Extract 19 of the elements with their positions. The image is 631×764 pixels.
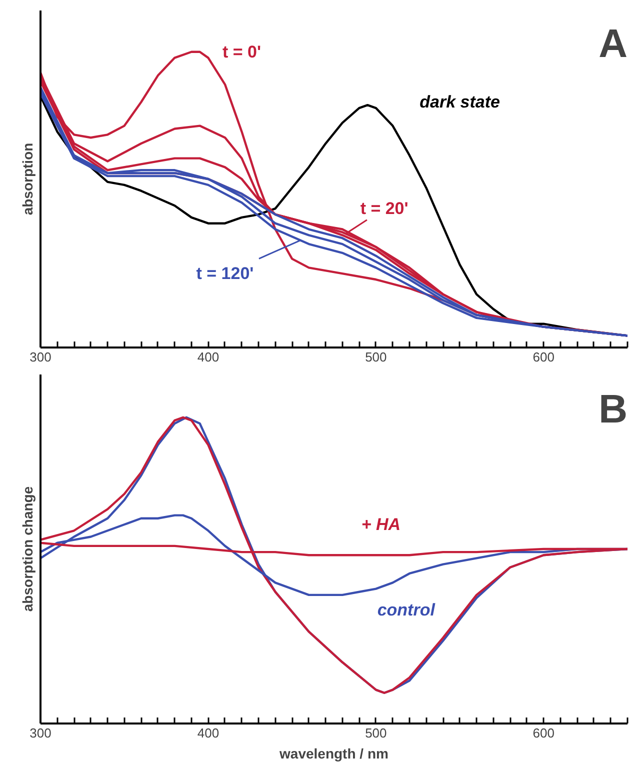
- series-label: control: [377, 600, 436, 620]
- x-tick-label: 600: [532, 350, 554, 364]
- annotation: B: [598, 387, 628, 432]
- x-tick-label: 600: [532, 726, 554, 740]
- x-tick-label: 400: [197, 350, 220, 364]
- annotation: A: [598, 22, 628, 66]
- y-axis-title: absorption: [20, 142, 36, 216]
- x-tick-label: 300: [30, 350, 52, 364]
- series-label: t = 0': [222, 42, 262, 62]
- series-label: dark state: [420, 92, 500, 112]
- x-tick-label: 500: [365, 350, 387, 364]
- series-label: + HA: [361, 515, 401, 534]
- x-tick-label: 500: [365, 726, 387, 740]
- y-axis-title: absorption change: [20, 486, 36, 612]
- x-tick-label: 400: [197, 726, 220, 740]
- x-axis-title: wavelength / nm: [278, 746, 388, 762]
- text: t = 120': [196, 264, 254, 284]
- series-label: t = 20': [360, 199, 408, 218]
- x-tick-label: 300: [30, 726, 52, 740]
